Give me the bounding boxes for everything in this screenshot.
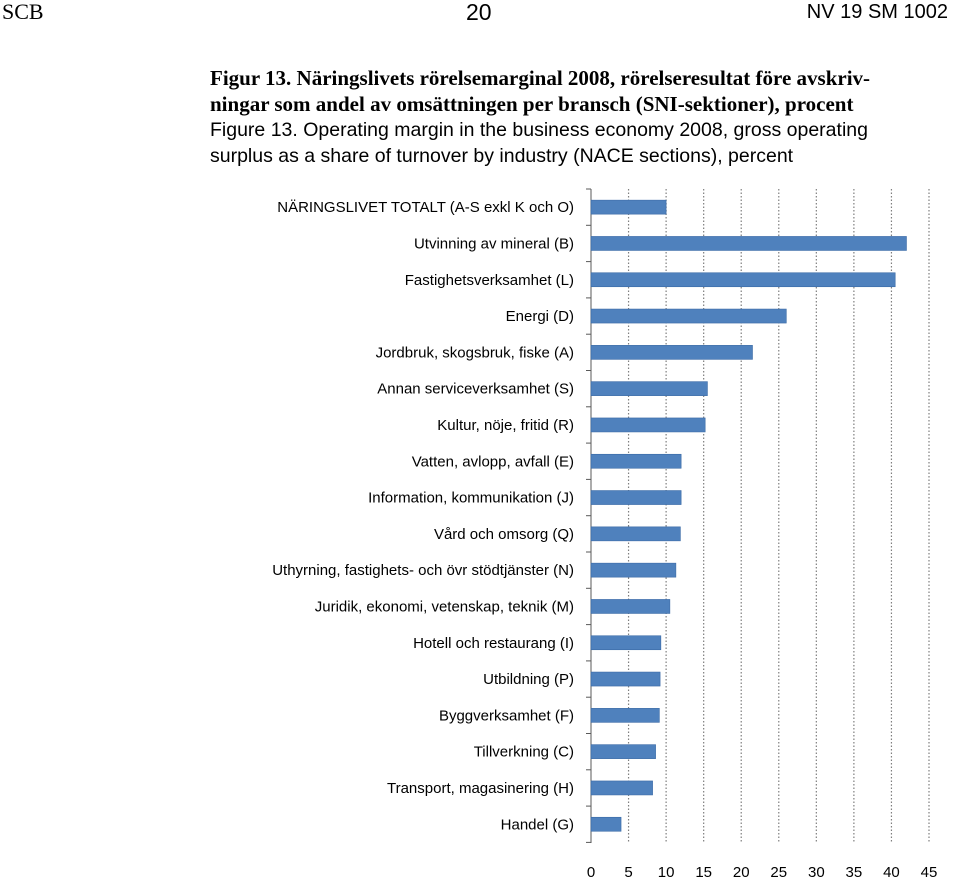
bar [590, 272, 896, 288]
bar [590, 635, 662, 651]
bar [590, 490, 682, 505]
category-label: Tillverkning (C) [474, 744, 574, 761]
x-tick-label: 10 [658, 864, 675, 879]
x-tick-label: 5 [624, 864, 632, 879]
x-tick-label: 45 [921, 864, 938, 879]
figure-caption-en-line1: Figure 13. Operating margin in the busin… [210, 119, 868, 141]
category-label: Uthyrning, fastighets- och övr stödtjäns… [272, 562, 574, 579]
bar [590, 708, 660, 723]
figure-caption-en-line2: surplus as a share of turnover by indust… [210, 145, 794, 167]
category-label: Transport, magasinering (H) [387, 780, 574, 797]
x-tick-label: 0 [587, 864, 595, 879]
bar [590, 780, 653, 796]
header-left-text: SCB [2, 0, 44, 24]
bar [590, 345, 753, 360]
x-tick-label: 30 [808, 864, 825, 879]
bar [590, 308, 787, 324]
category-label: Jordbruk, skogsbruk, fiske (A) [376, 344, 574, 361]
category-label: Hotell och restaurang (I) [413, 635, 574, 652]
x-tick-label: 20 [733, 864, 750, 879]
bar [590, 453, 682, 469]
page-number: 20 [466, 0, 492, 25]
category-label: Byggverksamhet (F) [439, 707, 574, 724]
category-label: Information, kommunikation (J) [368, 490, 574, 507]
x-tick-label: 25 [770, 864, 787, 879]
bar [590, 381, 708, 396]
bar [590, 199, 667, 215]
category-label: Annan serviceverksamhet (S) [377, 381, 574, 398]
bar [590, 417, 706, 433]
figure-caption-sv-line1: Figur 13. Näringslivets rörelsemarginal … [210, 66, 871, 90]
bar [590, 816, 622, 832]
x-tick-label: 35 [846, 864, 863, 879]
category-label: Handel (G) [501, 816, 574, 833]
bar [590, 526, 681, 542]
bar [590, 744, 656, 759]
category-label: Utvinning av mineral (B) [414, 235, 574, 252]
bar [590, 599, 671, 614]
bar [590, 562, 677, 578]
document-code: NV 19 SM 1002 [806, 1, 948, 23]
bar [590, 236, 907, 251]
category-label: NÄRINGSLIVET TOTALT (A-S exkl K och O) [277, 199, 574, 216]
bar [590, 671, 661, 687]
x-tick-label: 15 [695, 864, 712, 879]
figure-caption-sv-line2: ningar som andel av omsättningen per bra… [210, 92, 854, 116]
category-label: Vård och omsorg (Q) [434, 526, 574, 543]
category-label: Utbildning (P) [483, 671, 574, 688]
category-label: Juridik, ekonomi, vetenskap, teknik (M) [315, 598, 574, 615]
category-label: Vatten, avlopp, avfall (E) [412, 453, 574, 470]
x-tick-label: 40 [883, 864, 900, 879]
category-label: Energi (D) [506, 308, 574, 325]
category-label: Fastighetsverksamhet (L) [405, 272, 574, 289]
category-label: Kultur, nöje, fritid (R) [437, 417, 574, 434]
